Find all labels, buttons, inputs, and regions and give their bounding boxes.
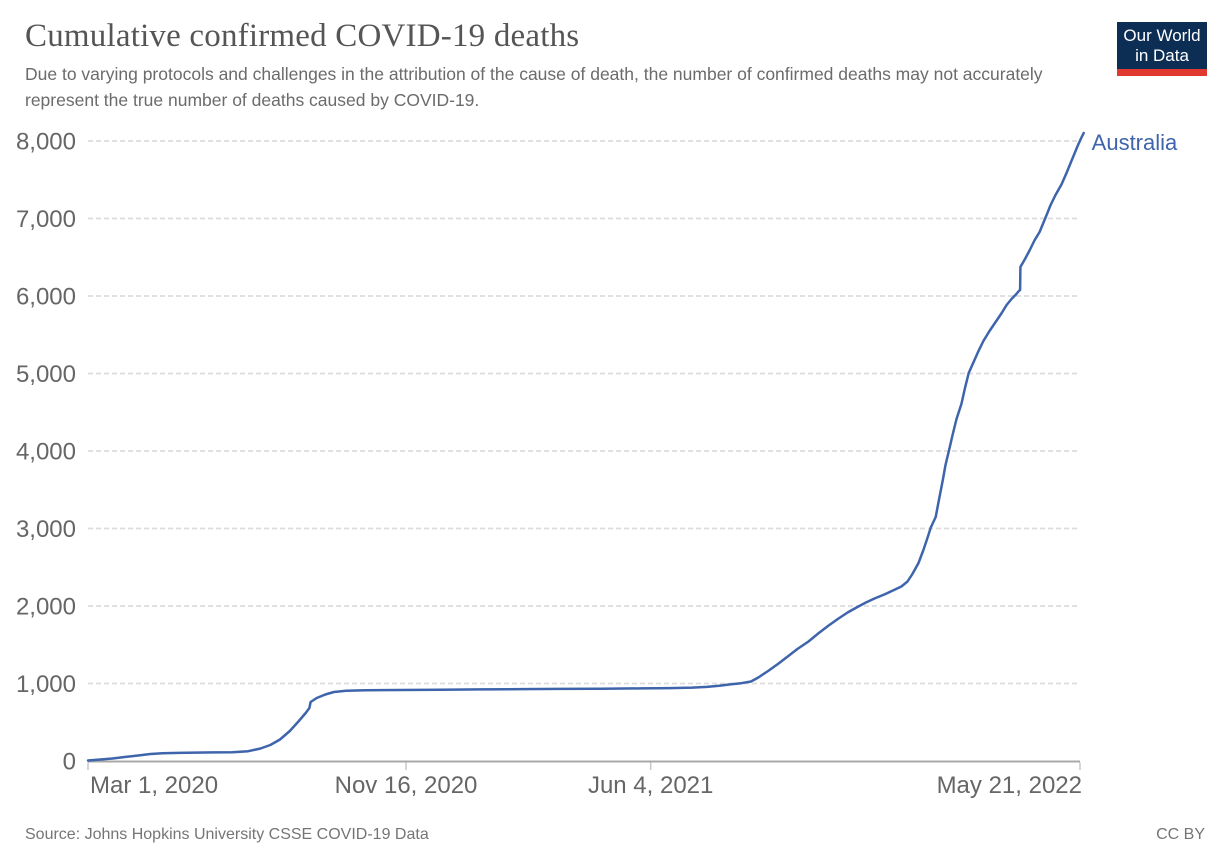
source-note: Source: Johns Hopkins University CSSE CO… [25, 826, 429, 843]
trend-line [86, 131, 1085, 762]
owid-logo-line1: Our World [1123, 25, 1201, 45]
series-label-australia: Australia [1092, 130, 1178, 155]
license-badge: CC BY [1156, 826, 1205, 843]
y-tick-label: 3,000 [16, 516, 76, 543]
owid-logo-line2: in Data [1135, 45, 1189, 65]
y-tick-label: 6,000 [16, 284, 76, 311]
x-tick-label: May 21, 2022 [937, 772, 1082, 799]
y-tick-label: 2,000 [16, 594, 76, 621]
x-tick-label: Jun 4, 2021 [588, 772, 713, 799]
page-title: Cumulative confirmed COVID-19 deaths [25, 18, 580, 54]
chart-subtitle: Due to varying protocols and challenges … [25, 64, 1043, 110]
y-tick-label: 0 [63, 749, 76, 776]
x-tick-label: Nov 16, 2020 [335, 772, 478, 799]
x-tick-label: Mar 1, 2020 [90, 772, 218, 799]
y-tick-label: 5,000 [16, 361, 76, 388]
y-tick-label: 7,000 [16, 206, 76, 233]
owid-logo: Our World in Data [1117, 22, 1207, 76]
y-tick-label: 4,000 [16, 439, 76, 466]
y-tick-label: 8,000 [16, 129, 76, 156]
y-tick-label: 1,000 [16, 671, 76, 698]
